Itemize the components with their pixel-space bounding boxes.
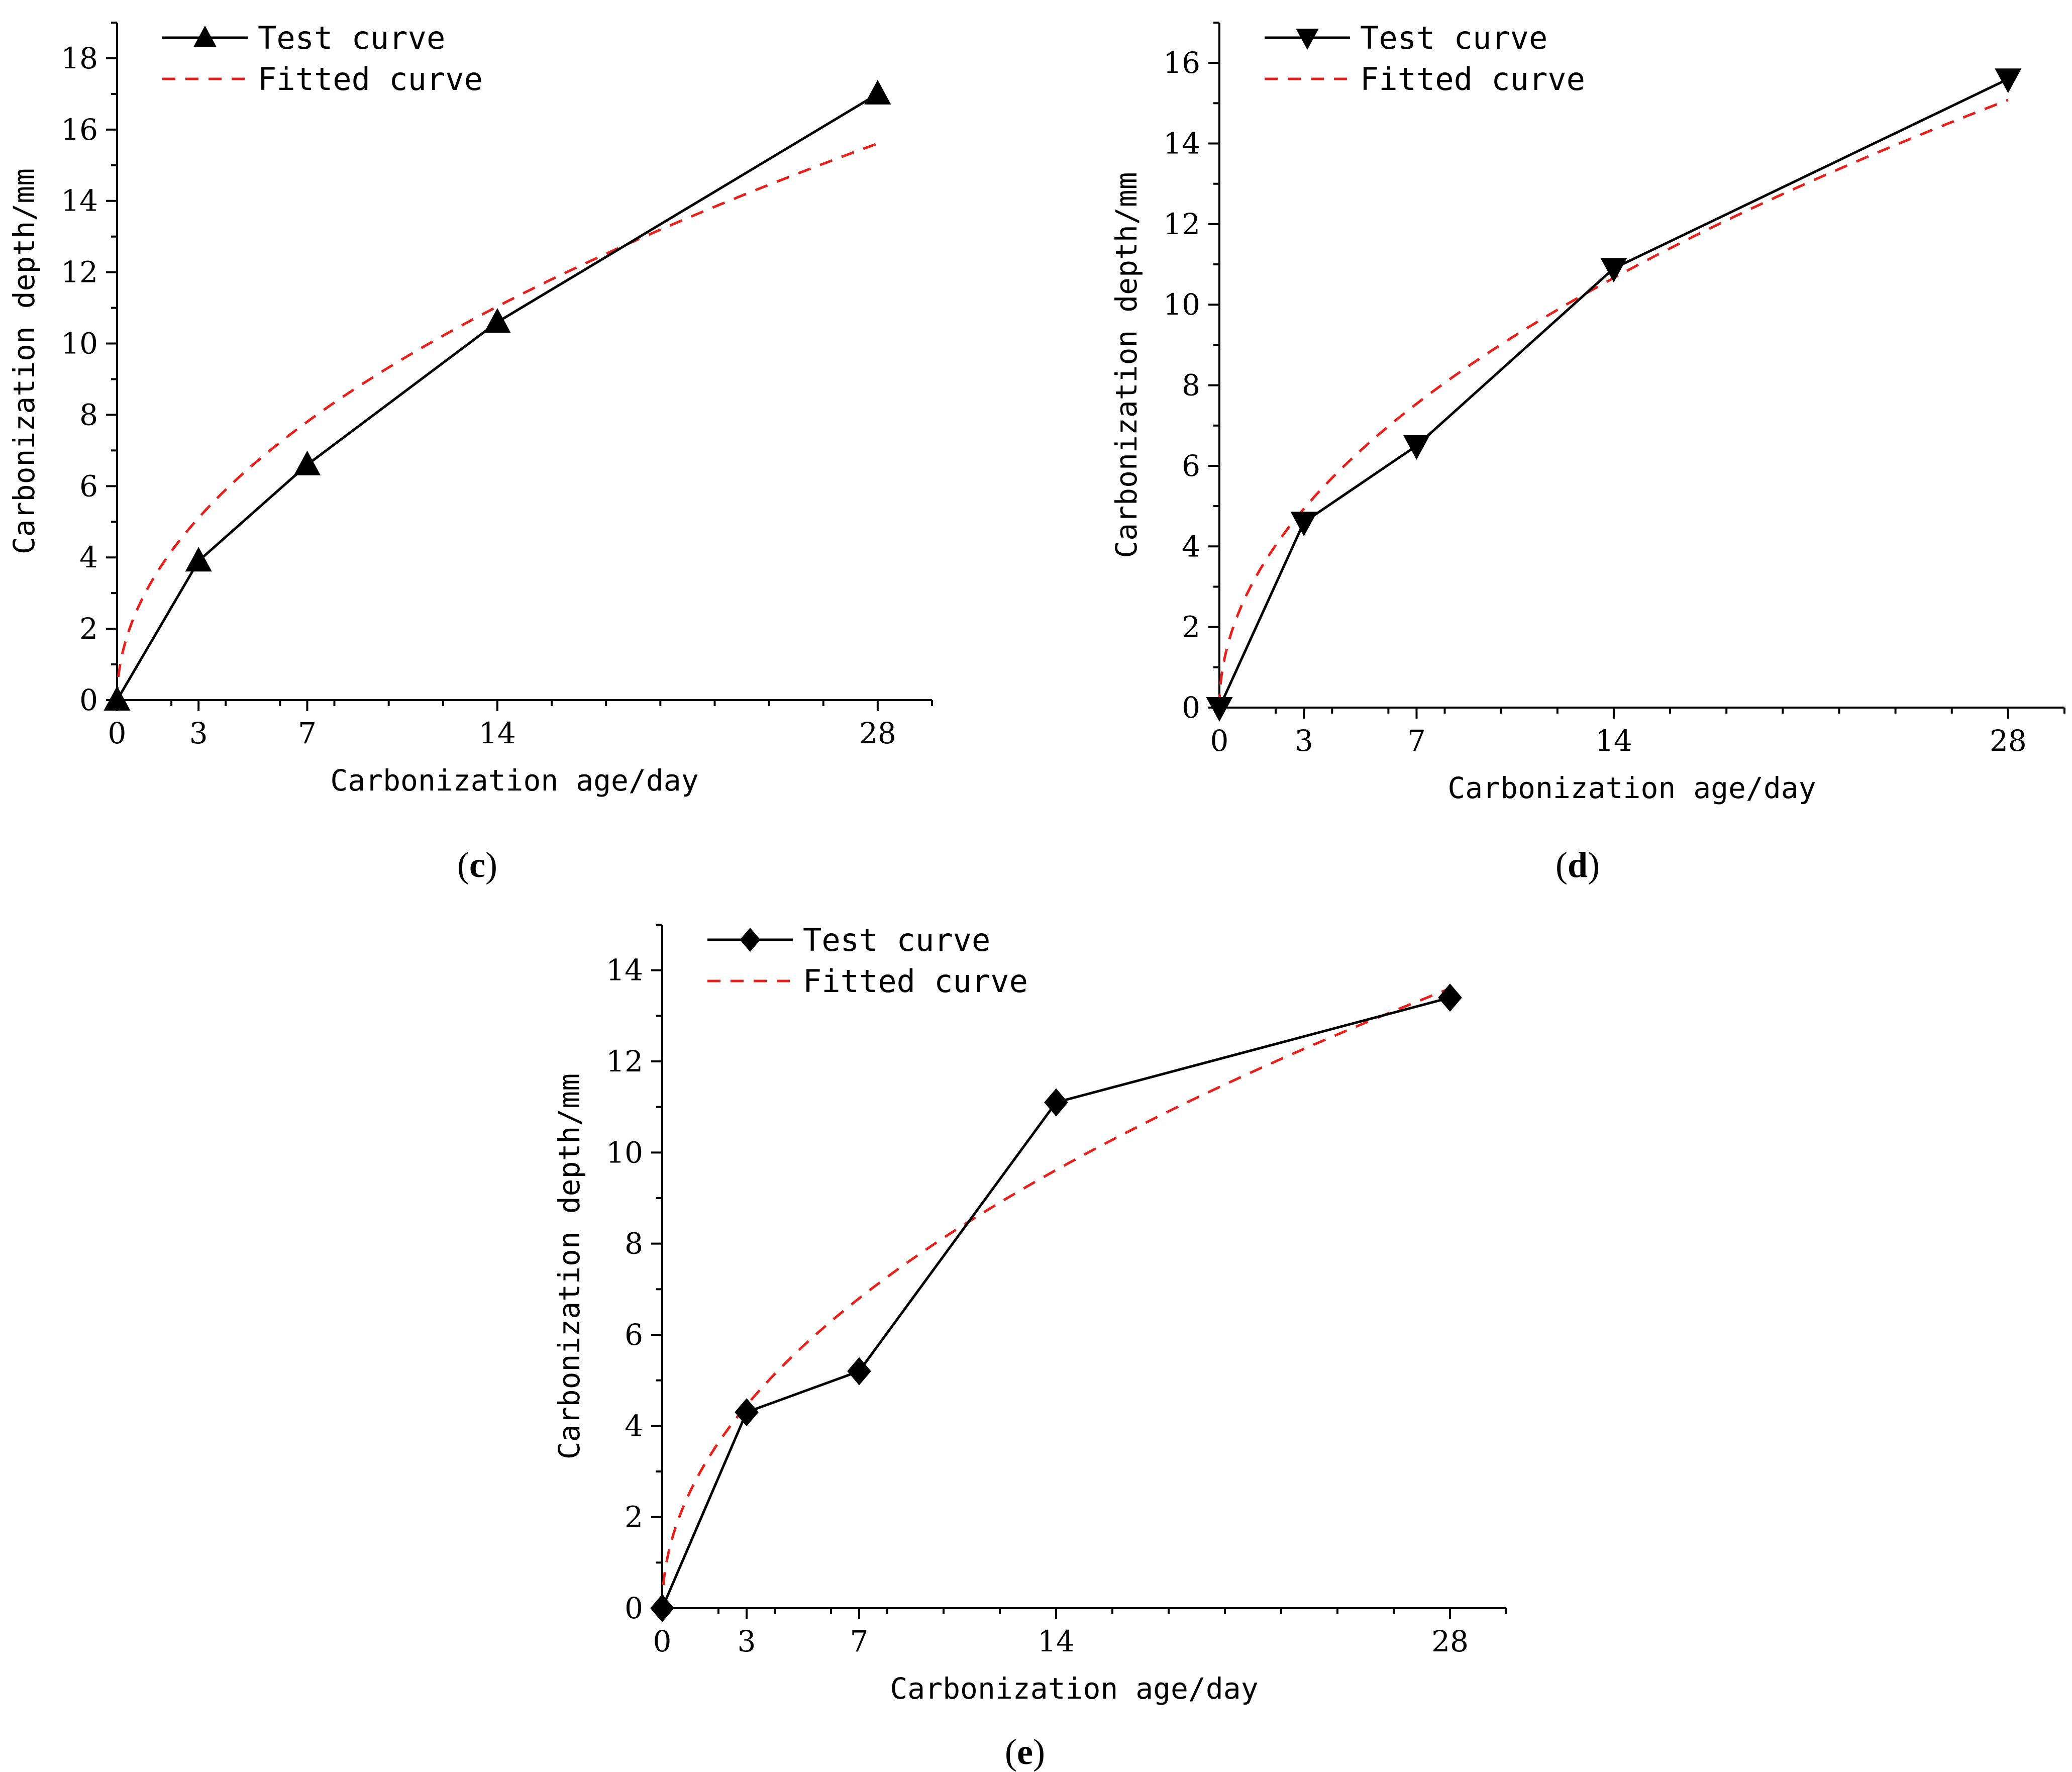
y-tick-label: 14 <box>61 184 98 218</box>
x-tick-label: 0 <box>1210 724 1229 758</box>
test-curve-point <box>1438 983 1462 1012</box>
y-tick-label: 18 <box>61 41 98 75</box>
x-axis-title: Carbonization age/day <box>330 763 698 798</box>
chart-panel-c: 0 2 4 6 8 10 12 14 16 18 0 3 7 14 28 Carbonization age/… <box>7 20 933 885</box>
legend-test-label: Test curve <box>1360 20 1547 56</box>
y-axis-title: Carbonization depth/mm <box>552 1073 586 1459</box>
y-tick-label: 8 <box>625 1227 643 1261</box>
x-axis-title: Carbonization age/day <box>1447 771 1816 805</box>
y-tick-label: 2 <box>625 1500 643 1534</box>
test-curve-point <box>847 1357 871 1386</box>
test-curve-point <box>293 450 321 475</box>
test-curve-point <box>864 79 891 105</box>
panel-label: (c) <box>457 845 497 885</box>
legend-fitted-label: Fitted curve <box>803 963 1028 1000</box>
y-tick-label: 16 <box>1163 46 1200 80</box>
x-axis-title: Carbonization age/day <box>890 1671 1258 1706</box>
x-tick-label: 3 <box>1295 724 1313 758</box>
x-tick-label: 28 <box>859 716 896 750</box>
x-tick-label: 7 <box>298 716 317 750</box>
test-curve-line <box>116 92 879 701</box>
legend-test-marker <box>740 928 761 952</box>
chart-panel-e: 0 2 4 6 8 10 12 14 0 3 7 14 28 Carbonization age/day C… <box>552 922 1507 1772</box>
test-curve-point <box>1995 68 2022 93</box>
y-tick-label: 4 <box>625 1409 643 1443</box>
y-tick-label: 12 <box>606 1044 643 1078</box>
y-tick-label: 2 <box>1182 610 1200 644</box>
legend-fitted-label: Fitted curve <box>1360 61 1585 97</box>
x-tick-label: 14 <box>1038 1624 1075 1658</box>
test-curve-point <box>1290 512 1317 537</box>
x-tick-label: 0 <box>108 716 127 750</box>
y-tick-label: 8 <box>79 398 98 432</box>
y-tick-label: 0 <box>625 1591 643 1625</box>
test-curve-point <box>1206 697 1233 722</box>
legend-test-marker <box>193 26 217 47</box>
y-tick-label: 2 <box>79 612 98 646</box>
test-curve-point <box>650 1594 674 1622</box>
test-curve-point <box>1403 435 1430 460</box>
y-tick-label: 8 <box>1182 368 1200 403</box>
y-tick-label: 16 <box>61 113 98 147</box>
x-tick-label: 7 <box>1407 724 1426 758</box>
y-tick-label: 12 <box>1163 207 1200 241</box>
x-tick-label: 14 <box>1595 724 1632 758</box>
y-tick-label: 6 <box>625 1318 643 1352</box>
x-tick-label: 28 <box>1431 1624 1469 1658</box>
legend-test-marker <box>1296 29 1319 50</box>
test-curve-point <box>1600 258 1627 283</box>
fitted-curve-line <box>1218 99 2009 708</box>
y-tick-label: 10 <box>1163 287 1200 322</box>
legend-test-label: Test curve <box>258 20 445 56</box>
test-curve-point <box>185 547 212 572</box>
y-axis-title: Carbonization depth/mm <box>1109 172 1144 558</box>
x-tick-label: 3 <box>738 1624 756 1658</box>
y-tick-label: 14 <box>606 953 643 988</box>
y-tick-label: 6 <box>79 469 98 503</box>
panel-label: (d) <box>1556 845 1600 885</box>
x-tick-label: 0 <box>653 1624 672 1658</box>
x-tick-label: 7 <box>850 1624 869 1658</box>
y-tick-label: 10 <box>61 327 98 361</box>
test-curve-point <box>103 686 131 711</box>
y-tick-label: 6 <box>1182 449 1200 483</box>
panel-label: (e) <box>1005 1732 1045 1772</box>
y-tick-label: 10 <box>606 1135 643 1169</box>
y-tick-label: 4 <box>79 540 98 574</box>
x-tick-label: 14 <box>479 716 516 750</box>
fitted-curve-line <box>661 987 1451 1608</box>
test-curve-line <box>1218 77 2009 709</box>
legend-fitted-label: Fitted curve <box>258 61 483 97</box>
fitted-curve-line <box>116 142 878 700</box>
test-curve-point <box>484 308 511 333</box>
y-tick-label: 12 <box>61 255 98 289</box>
chart-panel-d: 0 2 4 6 8 10 12 14 16 0 3 7 14 28 Carbonization age/da… <box>1109 20 2065 885</box>
test-curve-point <box>1044 1088 1068 1117</box>
legend-test-label: Test curve <box>803 922 990 958</box>
test-curve-point <box>735 1398 759 1427</box>
y-axis-title: Carbonization depth/mm <box>7 168 41 554</box>
y-tick-label: 4 <box>1182 529 1200 563</box>
y-tick-label: 0 <box>1182 691 1200 725</box>
x-tick-label: 3 <box>189 716 208 750</box>
x-tick-label: 28 <box>1990 724 2027 758</box>
y-tick-label: 14 <box>1163 127 1200 161</box>
y-tick-label: 0 <box>79 683 98 717</box>
